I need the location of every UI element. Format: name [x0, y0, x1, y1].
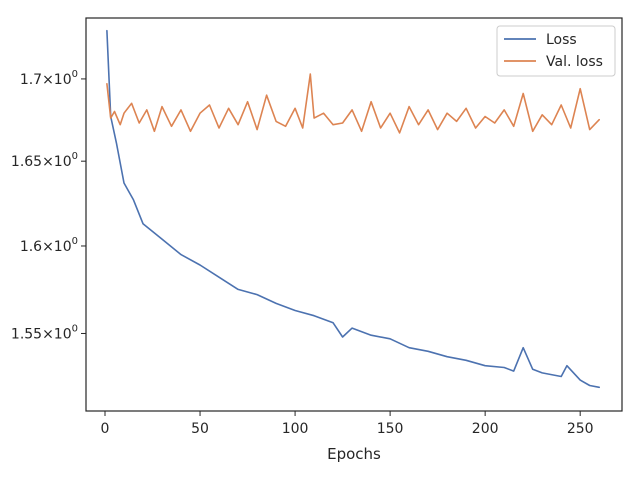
x-tick-label: 100 [282, 421, 309, 437]
legend-label-val-loss: Val. loss [546, 54, 603, 70]
legend: Loss Val. loss [496, 25, 616, 77]
legend-label-loss: Loss [546, 32, 577, 48]
plot-area [85, 17, 623, 412]
series-layer [106, 29, 601, 389]
x-tick-label: 0 [101, 421, 110, 437]
x-tick-label: 50 [191, 421, 209, 437]
y-tick-label: 1.6×100 [20, 236, 78, 255]
x-axis: 0 50 100 150 200 250 [101, 411, 594, 437]
y-tick-label: 1.65×100 [11, 151, 78, 170]
series-line-val-loss [106, 73, 601, 134]
x-axis-label: Epochs [327, 445, 381, 463]
series-line-loss [106, 29, 601, 389]
y-axis: 1.55×100 1.6×100 1.65×100 1.7×100 [11, 69, 86, 342]
y-tick-label: 1.55×100 [11, 323, 78, 342]
x-tick-label: 250 [567, 421, 594, 437]
x-tick-label: 150 [377, 421, 404, 437]
x-tick-label: 200 [472, 421, 499, 437]
y-tick-label: 1.7×100 [20, 69, 78, 88]
